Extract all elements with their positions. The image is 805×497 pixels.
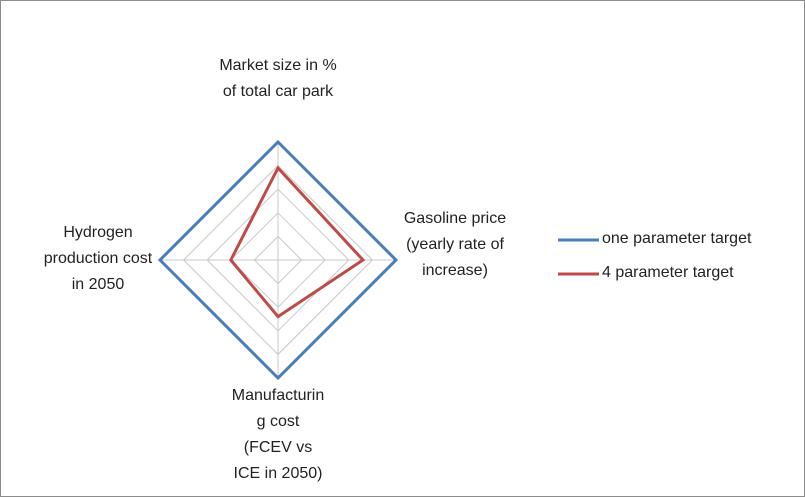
legend-label: 4 parameter target — [602, 264, 734, 281]
category-label: Hydrogen production cost in 2050 — [43, 224, 153, 293]
series-line — [229, 165, 366, 319]
category-label: Manufacturing cost (FCEV vs ICE in 2050) — [231, 387, 325, 482]
series-line — [157, 139, 399, 381]
category-label: Market size in % of total car park — [219, 57, 337, 100]
legend-label: one parameter target — [602, 230, 752, 247]
category-label: Gasoline price (yearly rate of increase) — [403, 210, 507, 279]
